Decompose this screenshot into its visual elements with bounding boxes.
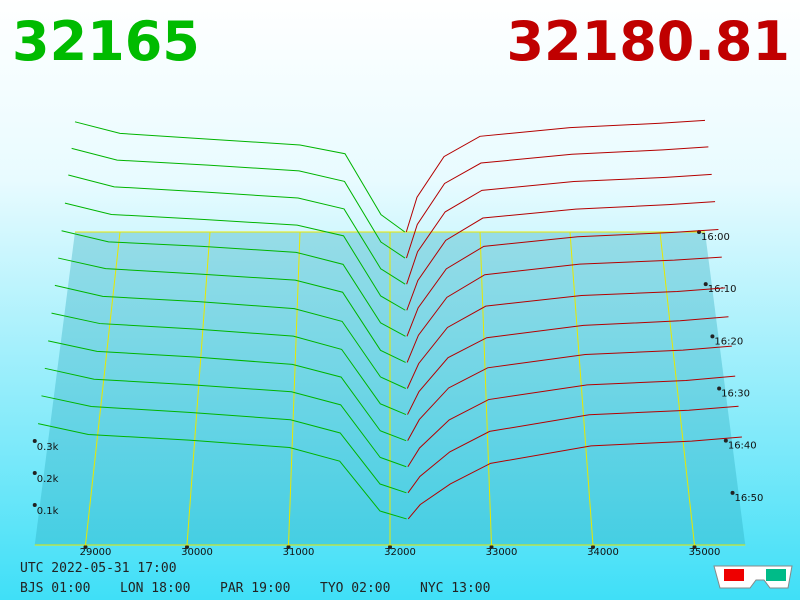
tick-dot xyxy=(591,545,595,549)
time-tick-label: 16:30 xyxy=(721,389,750,400)
bid-depth-line xyxy=(68,174,406,285)
depth-dot xyxy=(32,439,37,443)
green-lens xyxy=(766,569,786,581)
grid-line xyxy=(479,231,492,546)
time-dot xyxy=(730,490,735,495)
depth-tick-label: 0.2k xyxy=(37,474,59,485)
x-tick-label: 31000 xyxy=(283,547,315,558)
utc-time: UTC 2022-05-31 17:00 xyxy=(20,561,177,576)
ask-depth-line xyxy=(407,375,736,468)
ask-depth-line xyxy=(407,436,742,520)
ask-depth-line xyxy=(405,119,706,233)
bid-depth-line xyxy=(64,202,406,311)
tick-dot xyxy=(83,545,88,549)
ask-depth-line xyxy=(406,201,716,311)
ask-depth-line xyxy=(405,146,709,259)
grid-line xyxy=(288,231,301,546)
bid-depth-line xyxy=(48,340,407,442)
grid-line xyxy=(85,231,121,546)
time-tick-label: 16:10 xyxy=(708,284,737,295)
bid-depth-line xyxy=(71,147,406,259)
tick-dot xyxy=(489,545,494,549)
time-dot xyxy=(710,334,715,339)
bid-price: 32165 xyxy=(12,10,200,73)
grid-line xyxy=(659,231,695,546)
bid-depth-line xyxy=(58,257,406,363)
tick-dot xyxy=(388,545,392,549)
tick-dot xyxy=(692,545,697,549)
depth-tick-label: 0.3k xyxy=(37,442,59,453)
tick-dot xyxy=(286,545,291,549)
ask-depth-line xyxy=(407,345,732,441)
x-tick-label: 29000 xyxy=(80,547,112,558)
x-tick-label: 34000 xyxy=(587,547,619,558)
bid-depth-line xyxy=(74,121,406,233)
x-tick-label: 30000 xyxy=(181,547,213,558)
x-tick-label: 32000 xyxy=(384,547,416,558)
depth-tick-label: 0.1k xyxy=(37,506,59,517)
bid-depth-line xyxy=(54,284,407,389)
depth-dot xyxy=(32,471,37,475)
time-dot xyxy=(723,438,728,443)
time-tick-label: 16:00 xyxy=(701,232,730,243)
time-tick-label: 16:50 xyxy=(735,493,764,504)
ask-depth-line xyxy=(406,229,719,337)
tick-dot xyxy=(185,545,189,549)
depth-dot xyxy=(32,503,37,507)
bid-depth-line xyxy=(37,423,407,520)
city-times: BJS 01:00 LON 18:00 PAR 19:00 TYO 02:00 NYC … xyxy=(20,581,490,596)
ask-depth-line xyxy=(406,173,712,285)
grid-line xyxy=(186,231,211,546)
city-time: NYC 13:00 xyxy=(420,581,490,596)
ask-depth-line xyxy=(407,316,729,415)
glasses-icon[interactable] xyxy=(713,565,793,589)
ask-price: 32180.81 xyxy=(506,10,790,73)
city-time: LON 18:00 xyxy=(120,581,190,596)
bid-depth-line xyxy=(61,230,406,337)
city-time: PAR 19:00 xyxy=(220,581,290,596)
ask-depth-line xyxy=(407,405,739,494)
time-dot xyxy=(717,386,722,391)
time-tick-label: 16:20 xyxy=(714,336,743,347)
bid-depth-line xyxy=(41,395,407,494)
bid-depth-line xyxy=(44,367,407,468)
ask-depth-line xyxy=(406,287,726,389)
plot: 29000 30000 31000 32000 33000 34000 35000 16:00… xyxy=(32,119,764,558)
city-time: BJS 01:00 xyxy=(20,581,90,596)
bid-depth-line xyxy=(51,312,407,416)
ask-depth-line xyxy=(406,256,722,363)
grid-line xyxy=(569,231,594,546)
x-tick-label: 33000 xyxy=(486,547,518,558)
red-lens xyxy=(724,569,744,581)
x-tick-label: 35000 xyxy=(689,547,721,558)
time-tick-label: 16:40 xyxy=(728,441,757,452)
city-time: TYO 02:00 xyxy=(320,581,390,596)
time-dot xyxy=(703,282,708,287)
